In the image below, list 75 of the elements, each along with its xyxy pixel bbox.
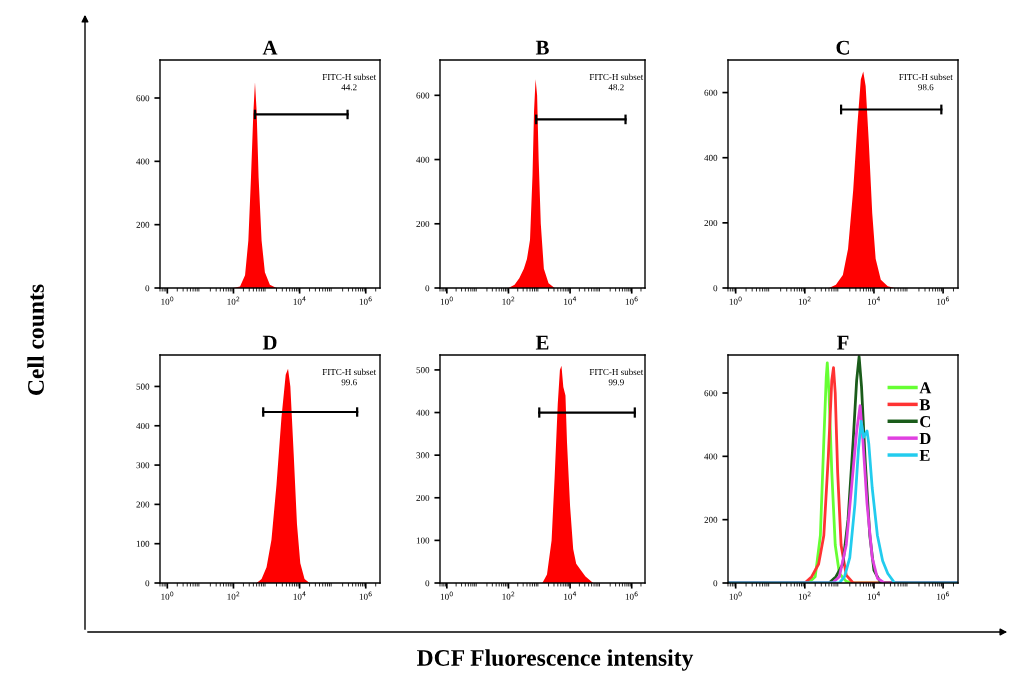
- y-tick-label: 200: [704, 219, 718, 227]
- annotation: 48.2: [608, 84, 624, 91]
- y-axis-title: Cell counts: [27, 284, 44, 395]
- y-tick-label: 200: [704, 516, 718, 523]
- y-tick-label: 0: [425, 285, 430, 292]
- annotation: 44.2: [341, 84, 357, 91]
- legend-label: B: [919, 399, 930, 411]
- x-tick-label: 10$^{6}$: [359, 591, 372, 600]
- annotation: FITC-H subset: [589, 73, 644, 81]
- annotation: 99.9: [608, 379, 624, 386]
- y-tick-label: 100: [136, 540, 150, 547]
- y-tick-label: 400: [704, 154, 718, 161]
- y-tick-label: 0: [425, 580, 430, 587]
- y-tick-label: 400: [416, 409, 430, 416]
- y-tick-label: 0: [713, 285, 718, 292]
- x-tick-label: 10$^{6}$: [937, 591, 950, 600]
- x-tick-label: 10$^{2}$: [227, 296, 240, 305]
- x-tick-label: 10$^{4}$: [868, 591, 880, 600]
- x-tick-label: 10$^{6}$: [937, 296, 950, 305]
- y-tick-label: 600: [416, 92, 430, 99]
- x-tick-label: 10$^{6}$: [359, 296, 372, 305]
- y-tick-label: 500: [416, 367, 430, 374]
- x-tick-label: 10$^{2}$: [227, 591, 240, 600]
- x-tick-label: 10$^{0}$: [729, 296, 742, 305]
- x-tick-label: 10$^{2}$: [502, 591, 515, 600]
- y-tick-label: 600: [136, 95, 150, 102]
- y-tick-label: 400: [416, 156, 430, 163]
- x-tick-label: 10$^{0}$: [161, 591, 174, 600]
- x-tick-label: 10$^{0}$: [440, 296, 453, 305]
- x-tick-label: 10$^{4}$: [564, 296, 577, 305]
- x-tick-label: 10$^{4}$: [868, 296, 880, 305]
- chart-title: F: [836, 335, 849, 350]
- x-tick-label: 10$^{4}$: [293, 296, 306, 305]
- chart-title: B: [535, 40, 549, 55]
- y-tick-label: 200: [416, 220, 430, 227]
- legend-label: D: [919, 433, 931, 445]
- x-tick-label: 10$^{4}$: [293, 591, 306, 600]
- y-tick-label: 500: [136, 383, 150, 390]
- y-tick-label: 400: [704, 453, 718, 460]
- x-tick-label: 10$^{6}$: [625, 296, 638, 305]
- chart-title: E: [535, 335, 549, 350]
- annotation: FITC-H subset: [322, 368, 377, 376]
- legend-label: C: [920, 416, 931, 428]
- annotation: FITC-H subset: [322, 73, 377, 81]
- x-tick-label: 10$^{0}$: [440, 591, 453, 600]
- y-tick-label: 200: [136, 221, 150, 228]
- chart-title: D: [262, 335, 277, 350]
- y-tick-label: 100: [416, 537, 430, 544]
- y-tick-label: 200: [416, 494, 430, 501]
- y-tick-label: 400: [136, 158, 150, 165]
- y-tick-label: 300: [416, 452, 430, 459]
- x-tick-label: 10$^{2}$: [502, 296, 515, 305]
- x-tick-label: 10$^{0}$: [161, 296, 174, 305]
- x-axis-title: DCF Fluorescence intensity: [417, 649, 694, 671]
- chart-title: A: [262, 40, 278, 55]
- y-tick-label: 300: [136, 462, 150, 469]
- y-tick-label: 0: [145, 285, 150, 292]
- legend-label: A: [919, 382, 932, 394]
- x-tick-label: 10$^{2}$: [798, 591, 811, 600]
- y-tick-label: 600: [704, 89, 718, 96]
- x-tick-label: 10$^{6}$: [625, 591, 638, 600]
- y-tick-label: 0: [713, 580, 718, 587]
- legend-label: E: [919, 449, 930, 461]
- x-tick-label: 10$^{4}$: [564, 591, 577, 600]
- y-tick-label: 0: [145, 580, 150, 587]
- annotation: FITC-H subset: [589, 368, 644, 376]
- x-tick-label: 10$^{0}$: [729, 591, 742, 600]
- y-tick-label: 600: [704, 390, 718, 397]
- annotation: FITC-H subset: [899, 73, 953, 81]
- chart-title: C: [836, 40, 849, 55]
- x-tick-label: 10$^{2}$: [798, 296, 811, 305]
- y-tick-label: 400: [136, 422, 150, 429]
- y-tick-label: 200: [136, 501, 150, 508]
- annotation: 99.6: [341, 379, 357, 386]
- annotation: 98.6: [918, 84, 934, 91]
